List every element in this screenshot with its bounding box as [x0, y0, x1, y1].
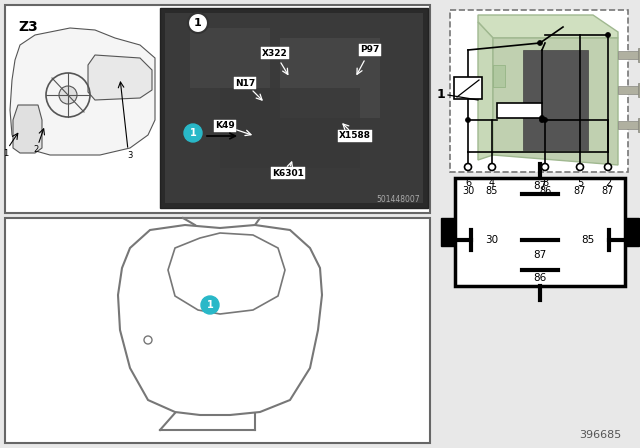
Text: 85: 85	[582, 235, 595, 245]
Text: X1588: X1588	[339, 132, 371, 141]
Circle shape	[605, 33, 611, 38]
Text: 4: 4	[489, 178, 495, 188]
Bar	[618, 86, 640, 94]
Bar	[618, 121, 640, 129]
Text: 2: 2	[605, 178, 611, 188]
Text: 396685: 396685	[579, 430, 621, 440]
Bar	[450, 10, 628, 172]
Circle shape	[577, 164, 584, 171]
Text: 1: 1	[194, 18, 202, 28]
Polygon shape	[13, 105, 42, 153]
Text: 87: 87	[533, 250, 547, 260]
Circle shape	[541, 164, 548, 171]
Text: 3: 3	[127, 151, 132, 159]
Text: N17: N17	[235, 78, 255, 87]
Bar	[160, 8, 428, 208]
Polygon shape	[118, 225, 322, 415]
Bar	[5, 218, 430, 443]
Circle shape	[184, 124, 202, 142]
Text: 6: 6	[465, 178, 471, 188]
Circle shape	[543, 117, 547, 122]
Text: 87: 87	[574, 186, 586, 196]
Circle shape	[59, 86, 77, 104]
Bar	[638, 48, 640, 62]
Circle shape	[605, 164, 611, 171]
Text: 30: 30	[485, 235, 498, 245]
Bar	[220, 88, 360, 168]
Circle shape	[188, 13, 208, 33]
Bar	[441, 218, 455, 246]
Polygon shape	[478, 15, 618, 38]
Text: 1: 1	[207, 300, 213, 310]
Text: P97: P97	[360, 46, 380, 55]
Text: 85: 85	[486, 186, 498, 196]
Text: 1: 1	[189, 128, 196, 138]
Text: K49: K49	[215, 121, 235, 130]
Bar	[450, 10, 628, 172]
Bar	[638, 118, 640, 132]
Bar	[165, 13, 423, 203]
Text: 1: 1	[3, 148, 8, 158]
Bar	[455, 178, 625, 286]
Text: Z3: Z3	[18, 20, 38, 34]
Circle shape	[538, 40, 543, 46]
Text: 8: 8	[542, 178, 548, 188]
Bar	[638, 83, 640, 97]
Text: X322: X322	[262, 48, 288, 57]
Polygon shape	[10, 28, 155, 155]
Circle shape	[465, 164, 472, 171]
Circle shape	[465, 117, 470, 122]
Bar	[190, 28, 270, 88]
Text: 501448007: 501448007	[376, 195, 420, 204]
Bar	[261, 47, 289, 59]
Bar	[493, 65, 505, 87]
Polygon shape	[478, 22, 493, 160]
Circle shape	[144, 336, 152, 344]
Circle shape	[488, 164, 495, 171]
Bar	[618, 51, 640, 59]
Polygon shape	[168, 233, 285, 314]
Bar	[454, 77, 482, 99]
Bar	[359, 44, 381, 56]
Bar	[625, 218, 639, 246]
Text: 86: 86	[533, 273, 547, 283]
Text: 86: 86	[539, 186, 551, 196]
Text: 87: 87	[533, 181, 547, 191]
Bar	[271, 167, 305, 179]
Polygon shape	[493, 38, 618, 165]
Bar	[280, 38, 380, 118]
Text: 5: 5	[577, 178, 583, 188]
Bar	[339, 130, 372, 142]
Bar	[5, 5, 430, 213]
Bar	[234, 77, 256, 89]
Polygon shape	[88, 55, 152, 100]
Bar	[523, 50, 588, 150]
Bar	[497, 103, 542, 118]
Text: 87: 87	[602, 186, 614, 196]
Text: 30: 30	[462, 186, 474, 196]
Bar	[214, 120, 236, 132]
Circle shape	[540, 116, 545, 121]
Circle shape	[201, 296, 219, 314]
Text: K6301: K6301	[272, 168, 304, 177]
Circle shape	[540, 117, 545, 122]
Text: 2: 2	[33, 146, 38, 155]
Text: 1: 1	[436, 89, 445, 102]
